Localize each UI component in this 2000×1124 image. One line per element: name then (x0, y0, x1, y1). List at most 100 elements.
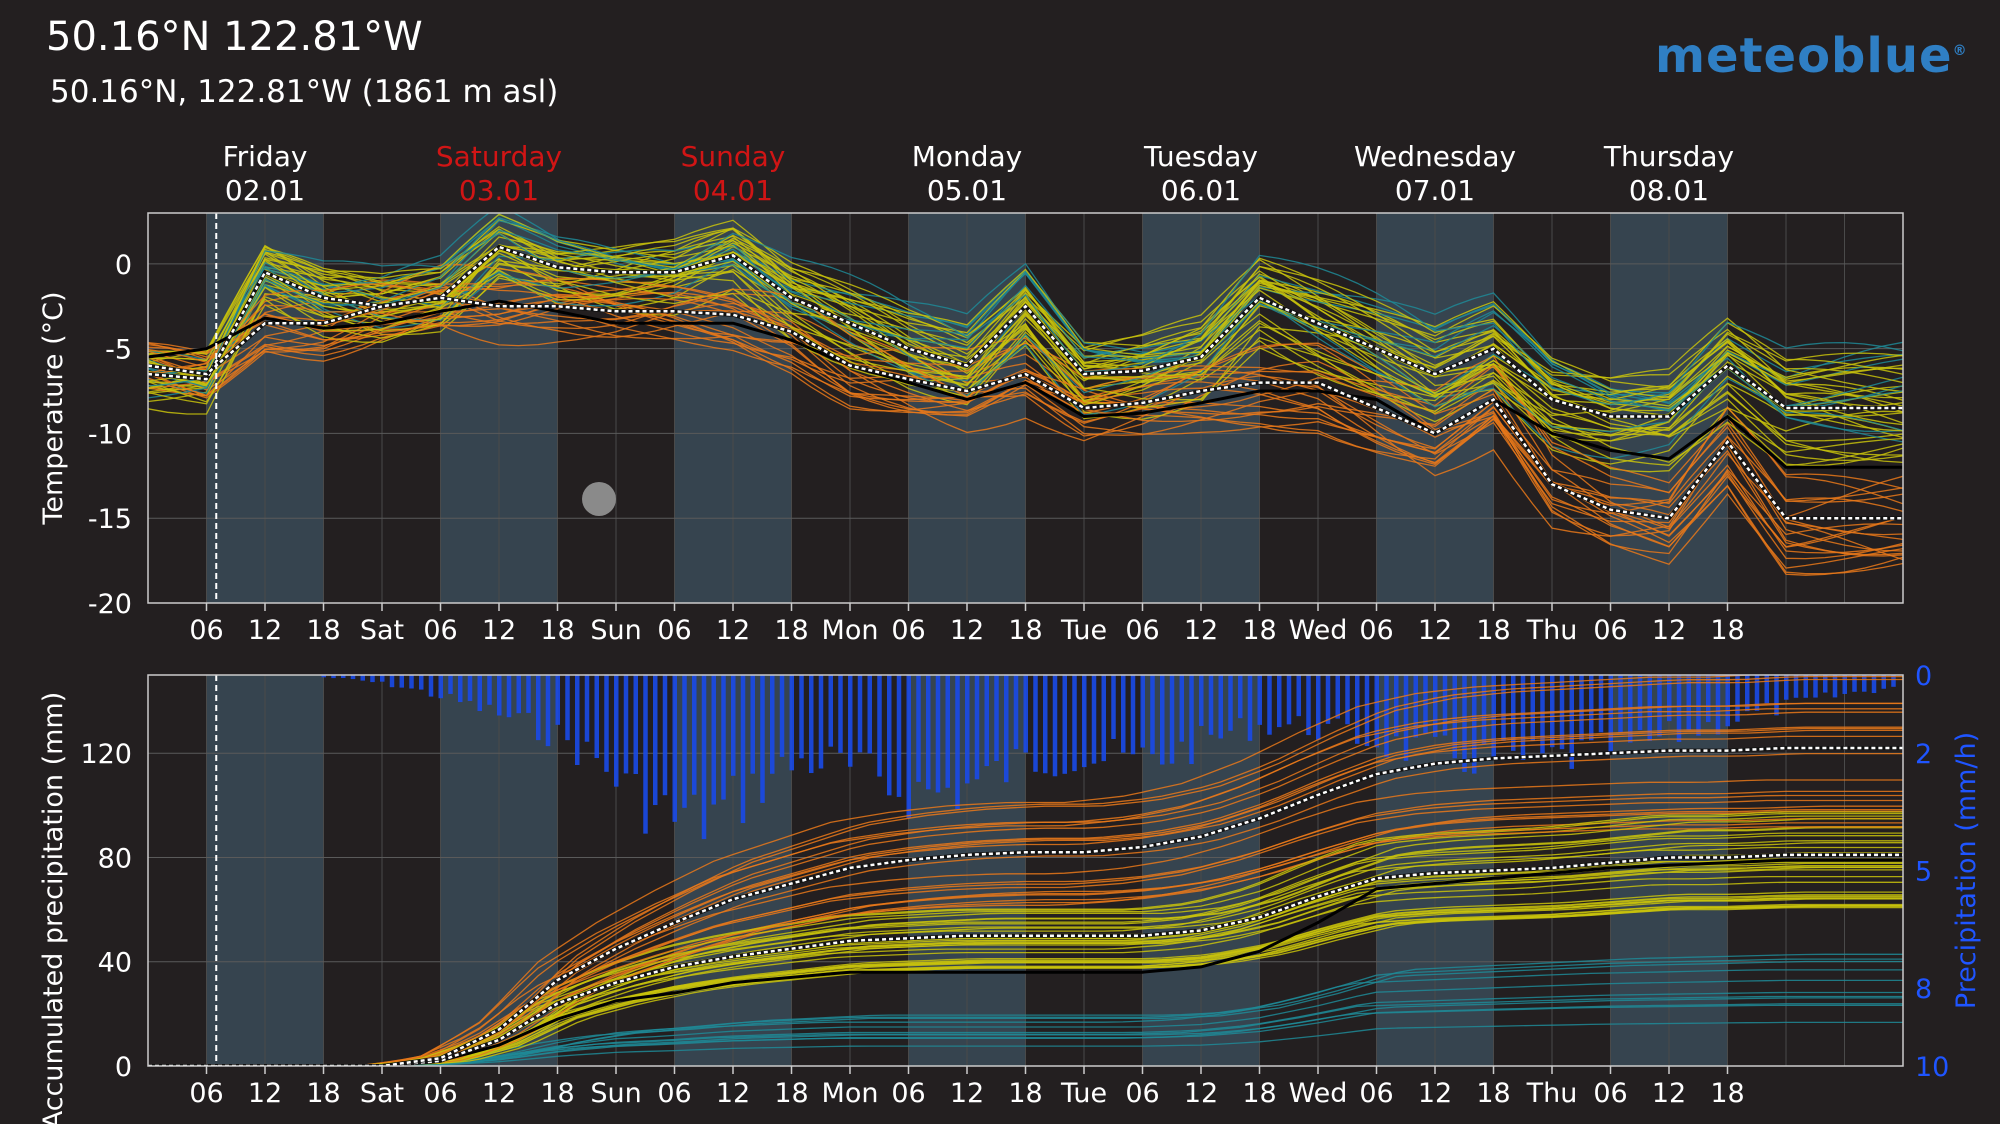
precip-rate-bar (740, 675, 746, 824)
precip-rate-bar (1179, 675, 1184, 742)
x-tick-label: 06 (189, 615, 223, 646)
x-tick-label: 12 (1418, 615, 1452, 646)
day-header-date: 07.01 (1395, 174, 1475, 207)
x-tick-label: Mon (822, 1078, 879, 1109)
precip-rate-bar (926, 675, 931, 790)
precip-rate-bar (1618, 675, 1623, 733)
precipitation-rate-bars (321, 675, 1896, 840)
precip-rate-bar (1871, 675, 1877, 694)
x-tick-label: Sun (590, 615, 641, 646)
temperature-ensemble-member (148, 248, 1903, 443)
precip-rate-bar (1150, 675, 1155, 755)
x-tick-label: Thu (1526, 1078, 1578, 1109)
precip-rate-bar (731, 675, 736, 776)
precip-rate-bar (1374, 675, 1379, 748)
x-tick-label: 18 (774, 615, 808, 646)
precip-rate-bar (877, 675, 882, 777)
precip-rate-bar (848, 675, 853, 767)
temperature-tick-label: -10 (88, 419, 132, 450)
precip-rate-bar (682, 675, 687, 808)
x-tick-label: 06 (423, 1078, 457, 1109)
precip-rate-bar (1813, 675, 1818, 698)
precip-rate-bar (789, 675, 794, 771)
day-header-name: Sunday (681, 140, 786, 173)
precip-rate-bar (1676, 675, 1682, 742)
temperature-tick-label: -15 (88, 504, 132, 535)
precip-rate-bar (360, 675, 365, 681)
precip-rate-bar (1589, 675, 1594, 741)
x-tick-label: 18 (1476, 615, 1510, 646)
x-tick-label: 06 (657, 615, 691, 646)
day-header-name: Wednesday (1354, 140, 1516, 173)
temperature-ensemble-member (148, 246, 1903, 467)
precip-rate-bar (1764, 675, 1769, 704)
precip-rate-bar (350, 675, 356, 680)
precip-rate-bar (1082, 675, 1087, 768)
temperature-tick-label: -5 (105, 335, 132, 366)
precip-rate-bar (770, 675, 775, 774)
precip-rate-bar (467, 675, 473, 701)
brand-logo[interactable]: meteoblue® (1655, 28, 1968, 84)
x-tick-label: 18 (1008, 615, 1042, 646)
precip-rate-bar (1316, 675, 1321, 740)
precip-rate-bar (1579, 675, 1584, 741)
precip-rate-bar (1452, 675, 1457, 759)
day-header-name: Tuesday (1143, 140, 1258, 173)
precip-rate-bar (575, 675, 580, 766)
temperature-ensemble-member (148, 228, 1903, 431)
precip-rate-bar (1706, 675, 1711, 723)
day-header-date: 02.01 (225, 174, 305, 207)
precip-rate-bar (1043, 675, 1048, 774)
precip-rate-bar (857, 675, 863, 753)
precip-rate-bar (1062, 675, 1067, 774)
temperature-ensemble-member (148, 260, 1903, 462)
x-tick-label: 06 (1359, 615, 1393, 646)
precip-rate-bar (1277, 675, 1282, 728)
precip-rate-bar (1657, 675, 1662, 737)
precip-rate-bar (1462, 675, 1467, 772)
precip-rate-bar (1803, 675, 1808, 698)
x-tick-label: 12 (1184, 615, 1218, 646)
precip-rate-bar (555, 675, 560, 725)
precipitation-ensemble-member (148, 1003, 1903, 1066)
x-tick-label: 12 (482, 615, 516, 646)
precip-rate-bar (1296, 675, 1301, 717)
precip-rate-bar (974, 675, 980, 780)
precip-rate-bar (1384, 675, 1389, 758)
precipitation-ensemble-member (148, 832, 1903, 1066)
temperature-ensemble-member (148, 232, 1903, 406)
precipitation-rate-axis-title: Precipitation (mm/h) (1951, 732, 1982, 1009)
precipitation-ensemble-member (148, 702, 1903, 1066)
precip-rate-bar (906, 675, 911, 818)
temperature-ensemble-member (148, 219, 1903, 393)
x-tick-label: 12 (482, 1078, 516, 1109)
temperature-ensemble-member (148, 285, 1903, 536)
x-tick-label: Thu (1526, 615, 1578, 646)
precip-rate-bar (711, 675, 716, 805)
trademark-mark: ® (1952, 43, 1968, 59)
brand-logo-text: meteoblue (1655, 28, 1953, 84)
precip-rate-bar (1745, 675, 1750, 712)
precip-rate-bar (935, 675, 941, 793)
precip-rate-bar (419, 675, 424, 690)
precip-rate-bar (1247, 675, 1253, 741)
precip-rate-bar (516, 675, 521, 714)
precip-rate-bar (1160, 675, 1165, 765)
precip-rate-bar (1481, 675, 1487, 745)
x-tick-label: 06 (423, 615, 457, 646)
precip-rate-bar (399, 675, 404, 688)
precipitation-quantile-line (148, 853, 1903, 1066)
precip-rate-bar (341, 675, 346, 679)
x-tick-label: 06 (891, 615, 925, 646)
temperature-ensemble-member (148, 242, 1903, 442)
precip-rate-bar (497, 675, 502, 716)
precip-rate-bar (321, 675, 326, 678)
x-tick-label: 18 (1710, 615, 1744, 646)
precip-rate-bar (604, 675, 609, 772)
x-tick-label: 18 (306, 615, 340, 646)
x-tick-label: 18 (1242, 1078, 1276, 1109)
day-header-name: Thursday (1603, 140, 1734, 173)
precip-rate-bar (1793, 675, 1799, 698)
precip-rate-bar (428, 675, 434, 697)
precip-rate-bar (662, 675, 668, 796)
